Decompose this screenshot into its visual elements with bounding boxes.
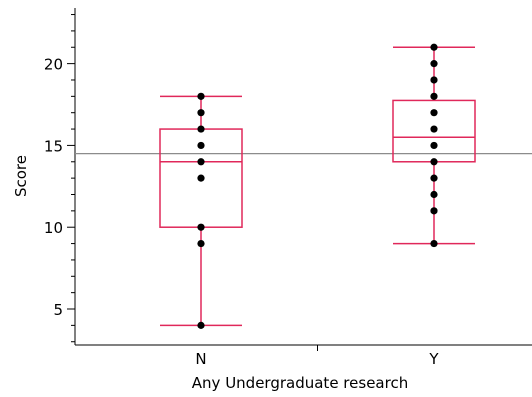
- data-point: [197, 223, 205, 231]
- data-point: [430, 125, 438, 133]
- data-point: [197, 158, 205, 166]
- y-tick-label: 10: [44, 219, 63, 237]
- x-tick-label: N: [195, 350, 206, 368]
- data-point: [430, 141, 438, 150]
- x-tick-label: Y: [428, 350, 439, 368]
- data-point: [430, 190, 438, 199]
- data-point: [430, 60, 438, 68]
- data-point: [430, 43, 438, 51]
- data-point: [430, 92, 438, 100]
- point-layer: [197, 43, 438, 329]
- y-tick-label: 15: [44, 137, 63, 155]
- data-point: [197, 321, 205, 329]
- data-point: [430, 174, 438, 182]
- data-point: [197, 109, 205, 117]
- data-point: [430, 158, 438, 166]
- y-tick-label: 5: [53, 301, 63, 319]
- data-point: [197, 141, 205, 150]
- data-point: [430, 76, 438, 84]
- data-point: [197, 92, 205, 100]
- x-axis-label: Any Undergraduate research: [192, 374, 408, 392]
- plot-frame: [74, 8, 532, 346]
- data-point: [430, 109, 438, 117]
- box-layer: [159, 46, 476, 327]
- data-point: [197, 239, 205, 248]
- y-axis-label: Score: [12, 155, 30, 197]
- axis-layer: 5 10 15 20 N Y: [44, 14, 439, 368]
- data-point: [197, 174, 205, 182]
- data-point: [430, 239, 438, 248]
- y-tick-label: 20: [44, 56, 63, 74]
- data-point: [197, 125, 205, 133]
- data-point: [430, 207, 438, 215]
